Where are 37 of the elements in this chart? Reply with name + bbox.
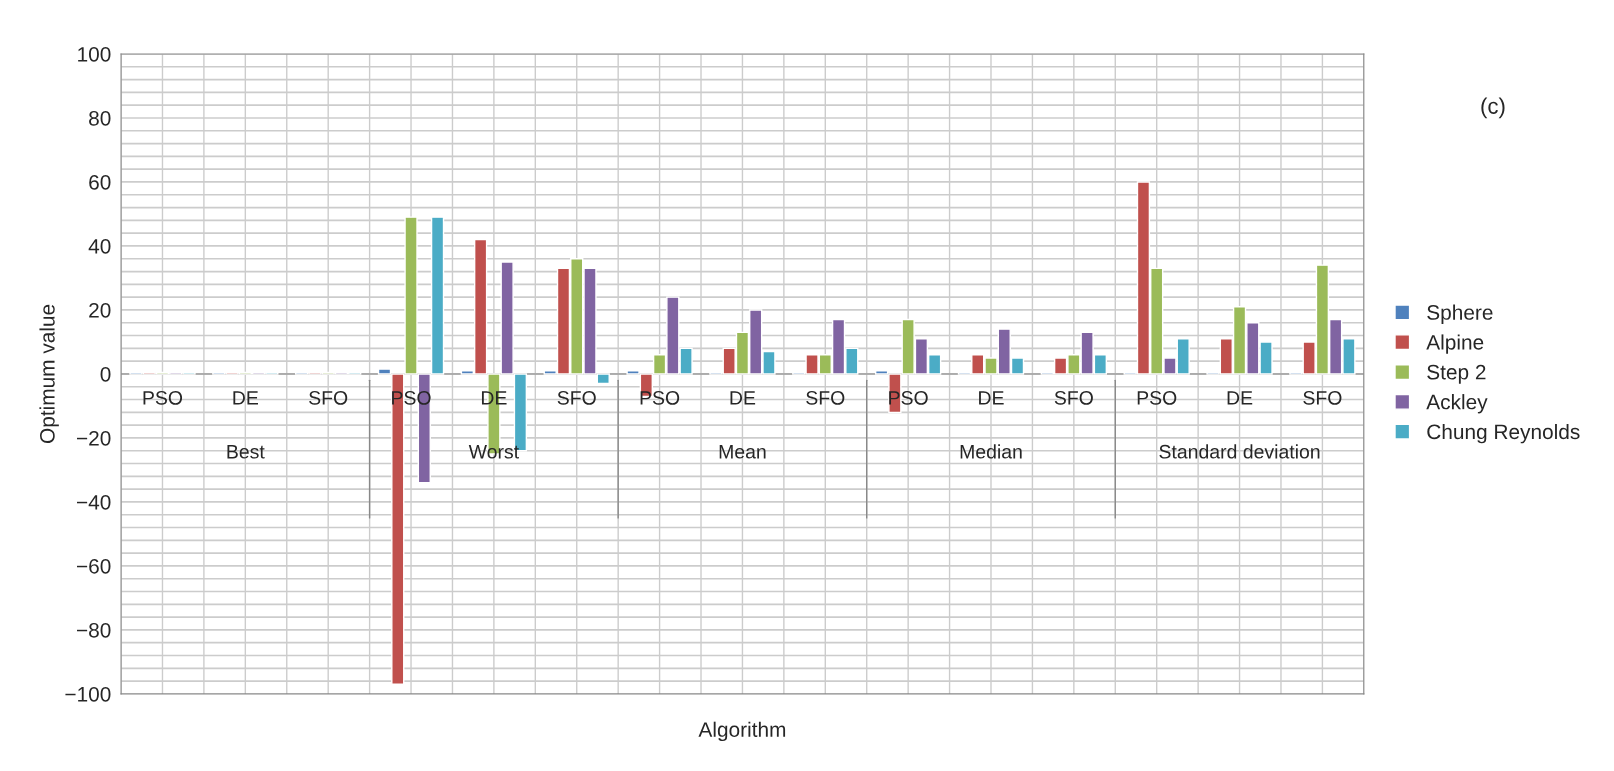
x-tick-label: DE <box>979 391 1004 405</box>
y-tick-label: 80 <box>89 110 111 126</box>
legend-label: Ackley <box>1426 394 1488 414</box>
legend-label: Step 2 <box>1427 364 1486 384</box>
y-tick-label: −80 <box>77 622 111 638</box>
y-tick-label: 100 <box>78 46 111 62</box>
annotation: Best <box>227 445 265 459</box>
y-axis-title: Optimum value <box>39 304 59 443</box>
x-tick-label: SFO <box>1303 390 1342 405</box>
x-tick-label: DE <box>730 391 756 405</box>
x-tick-label: SFO <box>806 390 845 405</box>
x-tick-label: PSO <box>392 390 431 405</box>
y-tick-label: 0 <box>100 366 111 382</box>
y-tick-label: 40 <box>88 238 111 254</box>
y-tick-label: −100 <box>65 686 111 702</box>
y-tick-label: 20 <box>89 302 111 318</box>
legend-label: Alpine <box>1426 334 1484 354</box>
annotation: Median <box>960 444 1022 459</box>
text: (c) <box>1481 97 1505 119</box>
x-tick-label: SFO <box>557 390 596 405</box>
x-tick-label: SFO <box>309 390 348 405</box>
legend-label: Sphere <box>1427 304 1493 324</box>
annotation: Mean <box>719 445 766 459</box>
x-tick-label: PSO <box>143 390 183 405</box>
x-tick-label: DE <box>233 391 258 405</box>
y-tick-label: 60 <box>89 174 111 190</box>
annotation: Standard deviation <box>1159 444 1320 459</box>
legend-label: Chung Reynolds <box>1427 423 1580 444</box>
y-tick-label: −60 <box>77 558 111 574</box>
annotation: Worst <box>468 445 519 459</box>
x-tick-label: PSO <box>640 390 680 405</box>
y-tick-label: −20 <box>77 430 111 446</box>
x-axis-title: Algorithm <box>698 721 786 742</box>
x-tick-label: PSO <box>1137 390 1177 405</box>
x-tick-label: SFO <box>1054 390 1093 405</box>
y-tick-label: −40 <box>77 494 111 510</box>
x-tick-label: DE <box>1227 391 1253 405</box>
